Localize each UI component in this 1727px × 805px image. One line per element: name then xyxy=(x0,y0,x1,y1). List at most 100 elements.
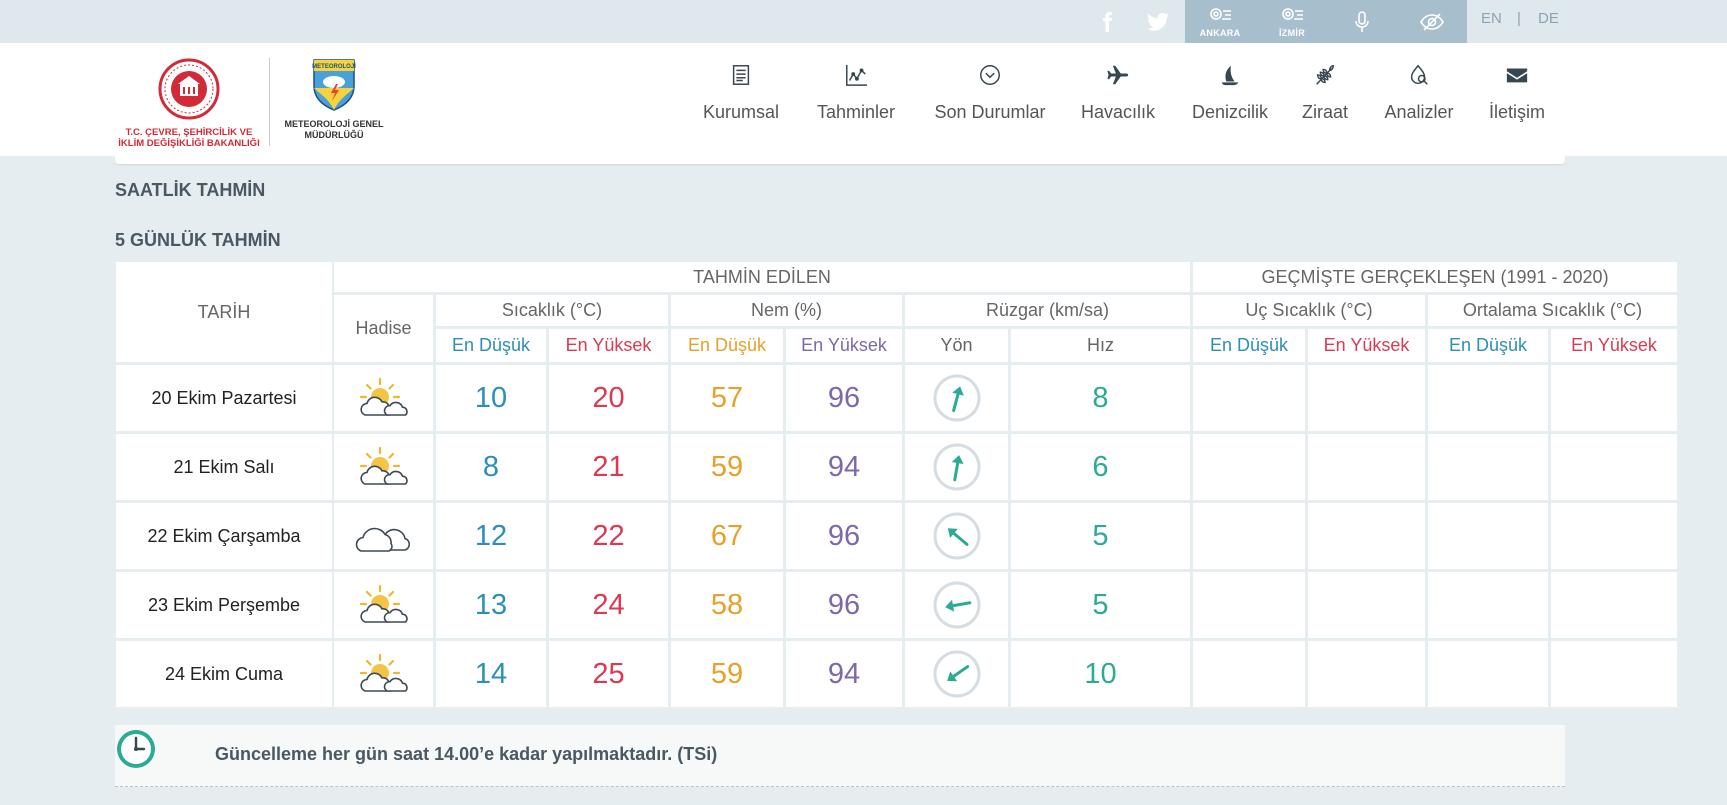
nav-ziraat[interactable]: Ziraat xyxy=(1297,63,1353,123)
nav-label: Denizcilik xyxy=(1191,102,1269,122)
lang-separator: | xyxy=(1517,10,1521,27)
chart-line-icon xyxy=(846,64,868,86)
nav-kurumsal[interactable]: Kurumsal xyxy=(693,63,789,123)
extreme-max-header: En Yüksek xyxy=(1308,329,1425,362)
date-header: TARİH xyxy=(116,262,332,362)
event-header: Hadise xyxy=(334,295,433,362)
past-extreme-min-cell xyxy=(1193,503,1305,569)
humidity-max-cell: 96 xyxy=(786,503,902,569)
lang-de-link[interactable]: DE xyxy=(1538,10,1559,27)
past-extreme-max-cell xyxy=(1308,641,1425,707)
temp-max-cell: 20 xyxy=(549,365,668,431)
wind-direction-header: Yön xyxy=(905,329,1008,362)
wind-direction-icon xyxy=(933,512,980,560)
cloudy-icon xyxy=(355,527,410,552)
nav-tahminler[interactable]: Tahminler xyxy=(806,63,906,123)
past-avg-min-cell xyxy=(1428,365,1548,431)
extreme-min-header: En Düşük xyxy=(1193,329,1305,362)
humidity-max-cell: 94 xyxy=(786,641,902,707)
wind-speed-header: Hız xyxy=(1011,329,1190,362)
five-day-forecast-title: 5 GÜNLÜK TAHMİN xyxy=(115,230,281,250)
past-avg-max-cell xyxy=(1551,641,1677,707)
past-avg-max-cell xyxy=(1551,503,1677,569)
hourly-forecast-title[interactable]: SAATLİK TAHMİN xyxy=(115,180,266,200)
humidity-min-cell: 59 xyxy=(671,434,783,500)
forecast-group-header: TAHMİN EDİLEN xyxy=(334,262,1190,292)
envelope-icon xyxy=(1506,68,1528,83)
temp-min-cell: 8 xyxy=(436,434,546,500)
temp-max-cell: 22 xyxy=(549,503,668,569)
nav-label: Tahminler xyxy=(816,102,896,122)
event-cell xyxy=(334,365,433,431)
ankara-link[interactable]: ANKARA xyxy=(1185,0,1255,43)
wind-direction-icon xyxy=(933,650,980,698)
humidity-max-header: En Yüksek xyxy=(786,329,902,362)
document-icon xyxy=(732,65,750,85)
wind-direction-cell xyxy=(905,434,1008,500)
past-extreme-max-cell xyxy=(1308,434,1425,500)
nav-label: İletişim xyxy=(1488,102,1545,122)
temp-min-header: En Düşük xyxy=(436,329,546,362)
past-extreme-max-cell xyxy=(1308,365,1425,431)
accessibility-button[interactable] xyxy=(1397,0,1467,43)
update-note-box: Güncelleme her gün saat 14.00’e kadar ya… xyxy=(115,725,1565,787)
event-cell xyxy=(334,572,433,638)
humidity-min-cell: 58 xyxy=(671,572,783,638)
twitter-icon[interactable] xyxy=(1133,0,1183,43)
mgm-name: METEOROLOJİ GENEL MÜDÜRLÜĞÜ xyxy=(284,119,384,140)
temp-max-cell: 25 xyxy=(549,641,668,707)
wind-direction-icon xyxy=(933,581,980,629)
date-cell: 23 Ekim Perşembe xyxy=(116,572,332,638)
wind-direction-cell xyxy=(905,365,1008,431)
ministry-logo[interactable]: T.C. ÇEVRE, ŞEHİRCİLİK VE İKLİM DEĞİŞİKL… xyxy=(116,58,262,156)
microphone-button[interactable] xyxy=(1327,0,1397,43)
ministry-name: T.C. ÇEVRE, ŞEHİRCİLİK VE İKLİM DEĞİŞİKL… xyxy=(118,127,260,149)
wind-direction-icon xyxy=(933,443,980,491)
eye-accessibility-icon xyxy=(1420,12,1444,31)
humidity-min-cell: 67 xyxy=(671,503,783,569)
extreme-temp-header: Uç Sıcaklık (°C) xyxy=(1193,295,1425,326)
facebook-icon[interactable] xyxy=(1082,0,1132,43)
izmir-label: İZMİR xyxy=(1279,28,1305,38)
date-cell: 20 Ekim Pazartesi xyxy=(116,365,332,431)
nav-label: Analizler xyxy=(1384,102,1454,122)
nav-label: Son Durumlar xyxy=(934,102,1046,122)
lang-en-link[interactable]: EN xyxy=(1481,10,1502,27)
date-cell: 24 Ekim Cuma xyxy=(116,641,332,707)
wind-speed-cell: 5 xyxy=(1011,503,1190,569)
past-avg-max-cell xyxy=(1551,572,1677,638)
site-header: T.C. ÇEVRE, ŞEHİRCİLİK VE İKLİM DEĞİŞİKL… xyxy=(0,43,1727,156)
mgm-logo[interactable]: METEOROLOJİ METEOROLOJİ GENEL MÜDÜRLÜĞÜ xyxy=(284,58,384,156)
event-cell xyxy=(334,503,433,569)
temp-min-cell: 13 xyxy=(436,572,546,638)
nav-iletisim[interactable]: İletişim xyxy=(1484,63,1550,123)
date-cell: 21 Ekim Salı xyxy=(116,434,332,500)
wind-speed-cell: 5 xyxy=(1011,572,1190,638)
microphone-icon xyxy=(1355,10,1369,32)
ankara-icon xyxy=(1210,8,1231,20)
avg-temp-header: Ortalama Sıcaklık (°C) xyxy=(1428,295,1677,326)
chevron-circle-icon xyxy=(980,65,1000,85)
search-drop-icon xyxy=(1410,64,1428,85)
temp-header: Sıcaklık (°C) xyxy=(436,295,668,326)
humidity-max-cell: 94 xyxy=(786,434,902,500)
update-note-text: Güncelleme her gün saat 14.00’e kadar ya… xyxy=(215,744,718,764)
past-extreme-max-cell xyxy=(1308,572,1425,638)
wind-direction-cell xyxy=(905,641,1008,707)
temp-max-header: En Yüksek xyxy=(549,329,668,362)
izmir-link[interactable]: İZMİR xyxy=(1257,0,1327,43)
nav-havacilik[interactable]: Havacılık xyxy=(1075,63,1161,123)
airplane-icon xyxy=(1107,65,1129,85)
event-cell xyxy=(334,641,433,707)
past-avg-min-cell xyxy=(1428,503,1548,569)
nav-denizcilik[interactable]: Denizcilik xyxy=(1183,63,1277,123)
quick-links-panel: ANKARA İZMİR xyxy=(1185,0,1467,43)
nav-analizler[interactable]: Analizler xyxy=(1382,63,1456,123)
past-avg-min-cell xyxy=(1428,572,1548,638)
nav-son-durumlar[interactable]: Son Durumlar xyxy=(930,63,1050,123)
past-extreme-min-cell xyxy=(1193,434,1305,500)
mgm-emblem-icon: METEOROLOJİ xyxy=(312,59,356,111)
humidity-min-cell: 59 xyxy=(671,641,783,707)
past-extreme-max-cell xyxy=(1308,503,1425,569)
nav-label: Kurumsal xyxy=(702,102,780,122)
